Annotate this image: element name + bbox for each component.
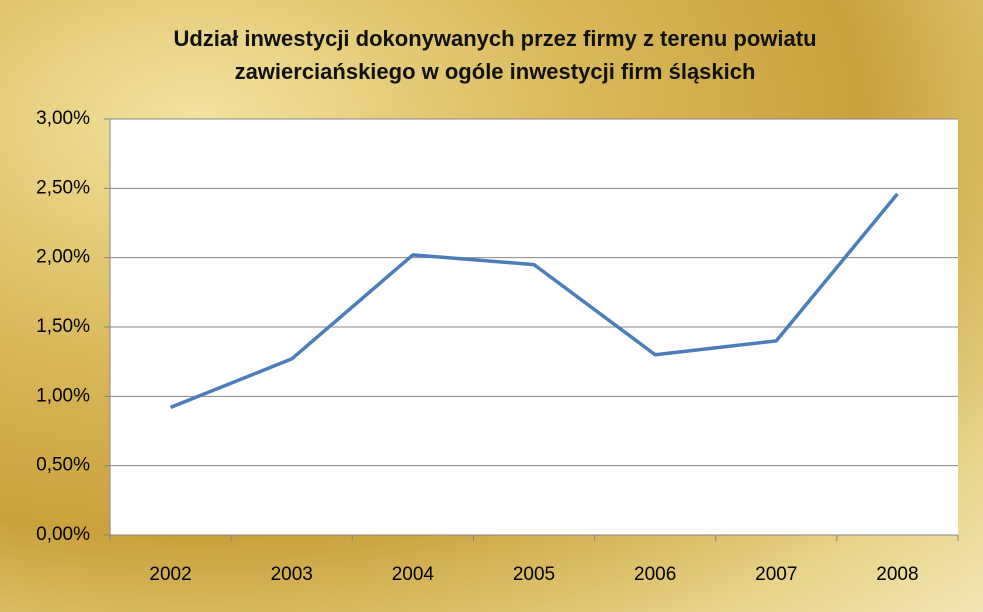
x-tick-label: 2004 [392,564,435,585]
y-tick-label: 0,00% [36,524,90,545]
y-tick-label: 2,50% [36,177,90,198]
x-tick-label: 2008 [876,564,918,585]
y-tick-label: 1,00% [36,385,90,406]
y-tick-label: 3,00% [36,108,90,129]
x-tick-label: 2006 [634,564,676,585]
chart-title: Udział inwestycji dokonywanych przez fir… [173,26,817,84]
y-tick-label: 2,00% [36,247,90,268]
x-tick-label: 2005 [513,564,555,585]
y-tick-label: 0,50% [36,455,90,476]
x-tick-label: 2007 [755,564,797,585]
x-tick-label: 2002 [149,564,191,585]
y-tick-label: 1,50% [36,316,90,337]
x-tick-label: 2003 [271,564,313,585]
data-line [169,192,899,410]
